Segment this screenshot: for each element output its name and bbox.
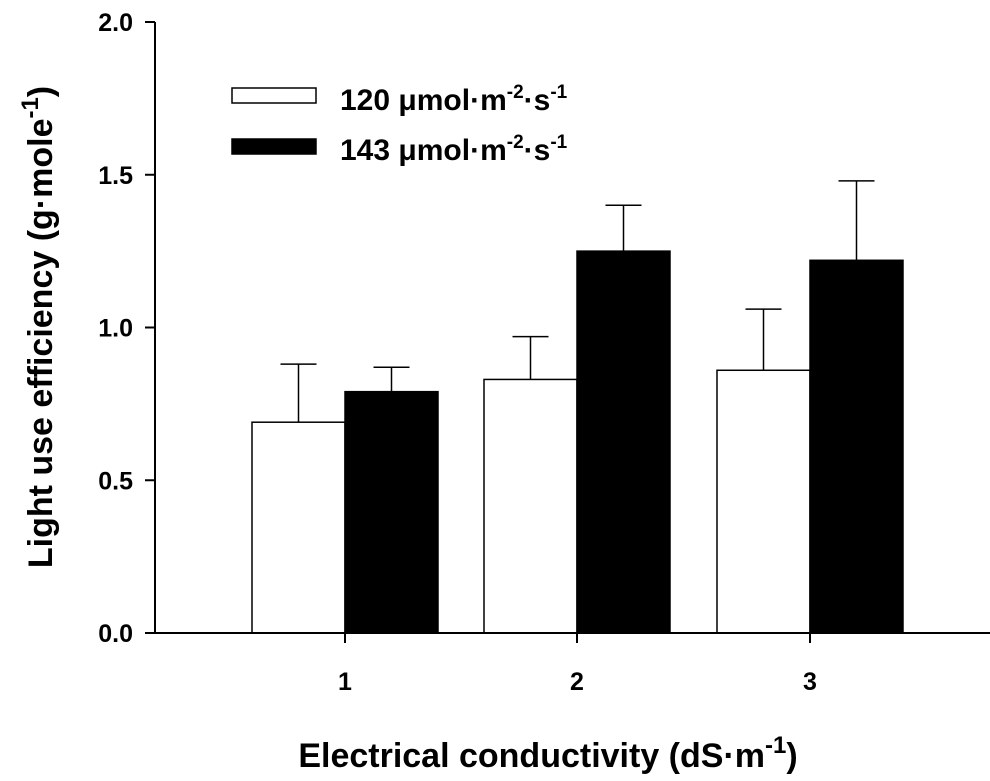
- bar-series-2-cat-3: [809, 259, 904, 634]
- y-tick-label: 0.0: [98, 620, 133, 648]
- legend-swatch-143: [231, 138, 317, 155]
- x-ticks: 1 2 3: [338, 633, 817, 696]
- bar-series-1-cat-2: [483, 378, 578, 634]
- error-bars-layer: [280, 180, 875, 423]
- x-axis-title: Electrical conductivity (dS·m-1): [298, 732, 797, 775]
- x-tick-label: 3: [803, 668, 817, 696]
- legend-label-120: 120 μmol·m-2·s-1: [340, 82, 568, 117]
- y-tick-label: 2.0: [98, 9, 133, 37]
- y-ticks: 0.0 0.5 1.0 1.5 2.0: [98, 9, 155, 648]
- bar-series-1-cat-1: [251, 421, 346, 634]
- x-tick-label: 2: [570, 668, 584, 696]
- legend-swatch-120: [231, 87, 317, 104]
- bar-series-2-cat-2: [576, 250, 671, 634]
- y-tick-label: 0.5: [98, 467, 133, 495]
- x-tick-label: 1: [338, 668, 352, 696]
- y-axis-title: Light use efficiency (g·mole-1): [17, 86, 60, 568]
- legend: 120 μmol·m-2·s-1 143 μmol·m-2·s-1: [231, 82, 568, 167]
- y-tick-label: 1.5: [98, 162, 133, 190]
- legend-label-143: 143 μmol·m-2·s-1: [340, 132, 568, 167]
- bars-layer: [251, 250, 904, 634]
- y-tick-label: 1.0: [98, 315, 133, 343]
- bar-series-2-cat-1: [344, 390, 439, 634]
- bar-series-1-cat-3: [716, 369, 811, 634]
